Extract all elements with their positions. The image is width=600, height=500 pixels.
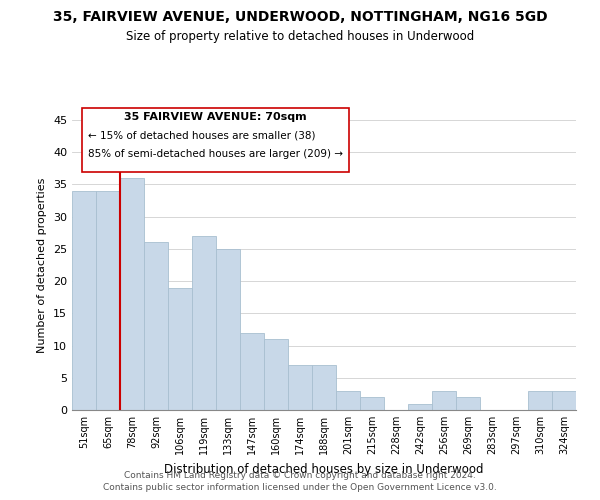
Bar	[72, 191, 96, 410]
Text: Contains HM Land Registry data © Crown copyright and database right 2024.: Contains HM Land Registry data © Crown c…	[124, 471, 476, 480]
Bar	[216, 249, 240, 410]
Text: 35 FAIRVIEW AVENUE: 70sqm: 35 FAIRVIEW AVENUE: 70sqm	[124, 112, 307, 122]
Bar	[96, 191, 120, 410]
Bar	[168, 288, 192, 410]
Bar	[528, 390, 552, 410]
Text: Contains public sector information licensed under the Open Government Licence v3: Contains public sector information licen…	[103, 484, 497, 492]
Y-axis label: Number of detached properties: Number of detached properties	[37, 178, 47, 352]
Text: ← 15% of detached houses are smaller (38): ← 15% of detached houses are smaller (38…	[88, 131, 316, 141]
Bar	[336, 390, 360, 410]
X-axis label: Distribution of detached houses by size in Underwood: Distribution of detached houses by size …	[164, 462, 484, 475]
Bar	[408, 404, 432, 410]
Bar	[264, 339, 288, 410]
Bar	[456, 397, 480, 410]
Bar	[432, 390, 456, 410]
Bar	[192, 236, 216, 410]
Bar	[360, 397, 384, 410]
Bar	[312, 365, 336, 410]
Text: 35, FAIRVIEW AVENUE, UNDERWOOD, NOTTINGHAM, NG16 5GD: 35, FAIRVIEW AVENUE, UNDERWOOD, NOTTINGH…	[53, 10, 547, 24]
Bar	[552, 390, 576, 410]
Text: Size of property relative to detached houses in Underwood: Size of property relative to detached ho…	[126, 30, 474, 43]
Bar	[120, 178, 144, 410]
Bar	[144, 242, 168, 410]
Text: 85% of semi-detached houses are larger (209) →: 85% of semi-detached houses are larger (…	[88, 150, 343, 160]
Bar	[288, 365, 312, 410]
Bar	[240, 332, 264, 410]
